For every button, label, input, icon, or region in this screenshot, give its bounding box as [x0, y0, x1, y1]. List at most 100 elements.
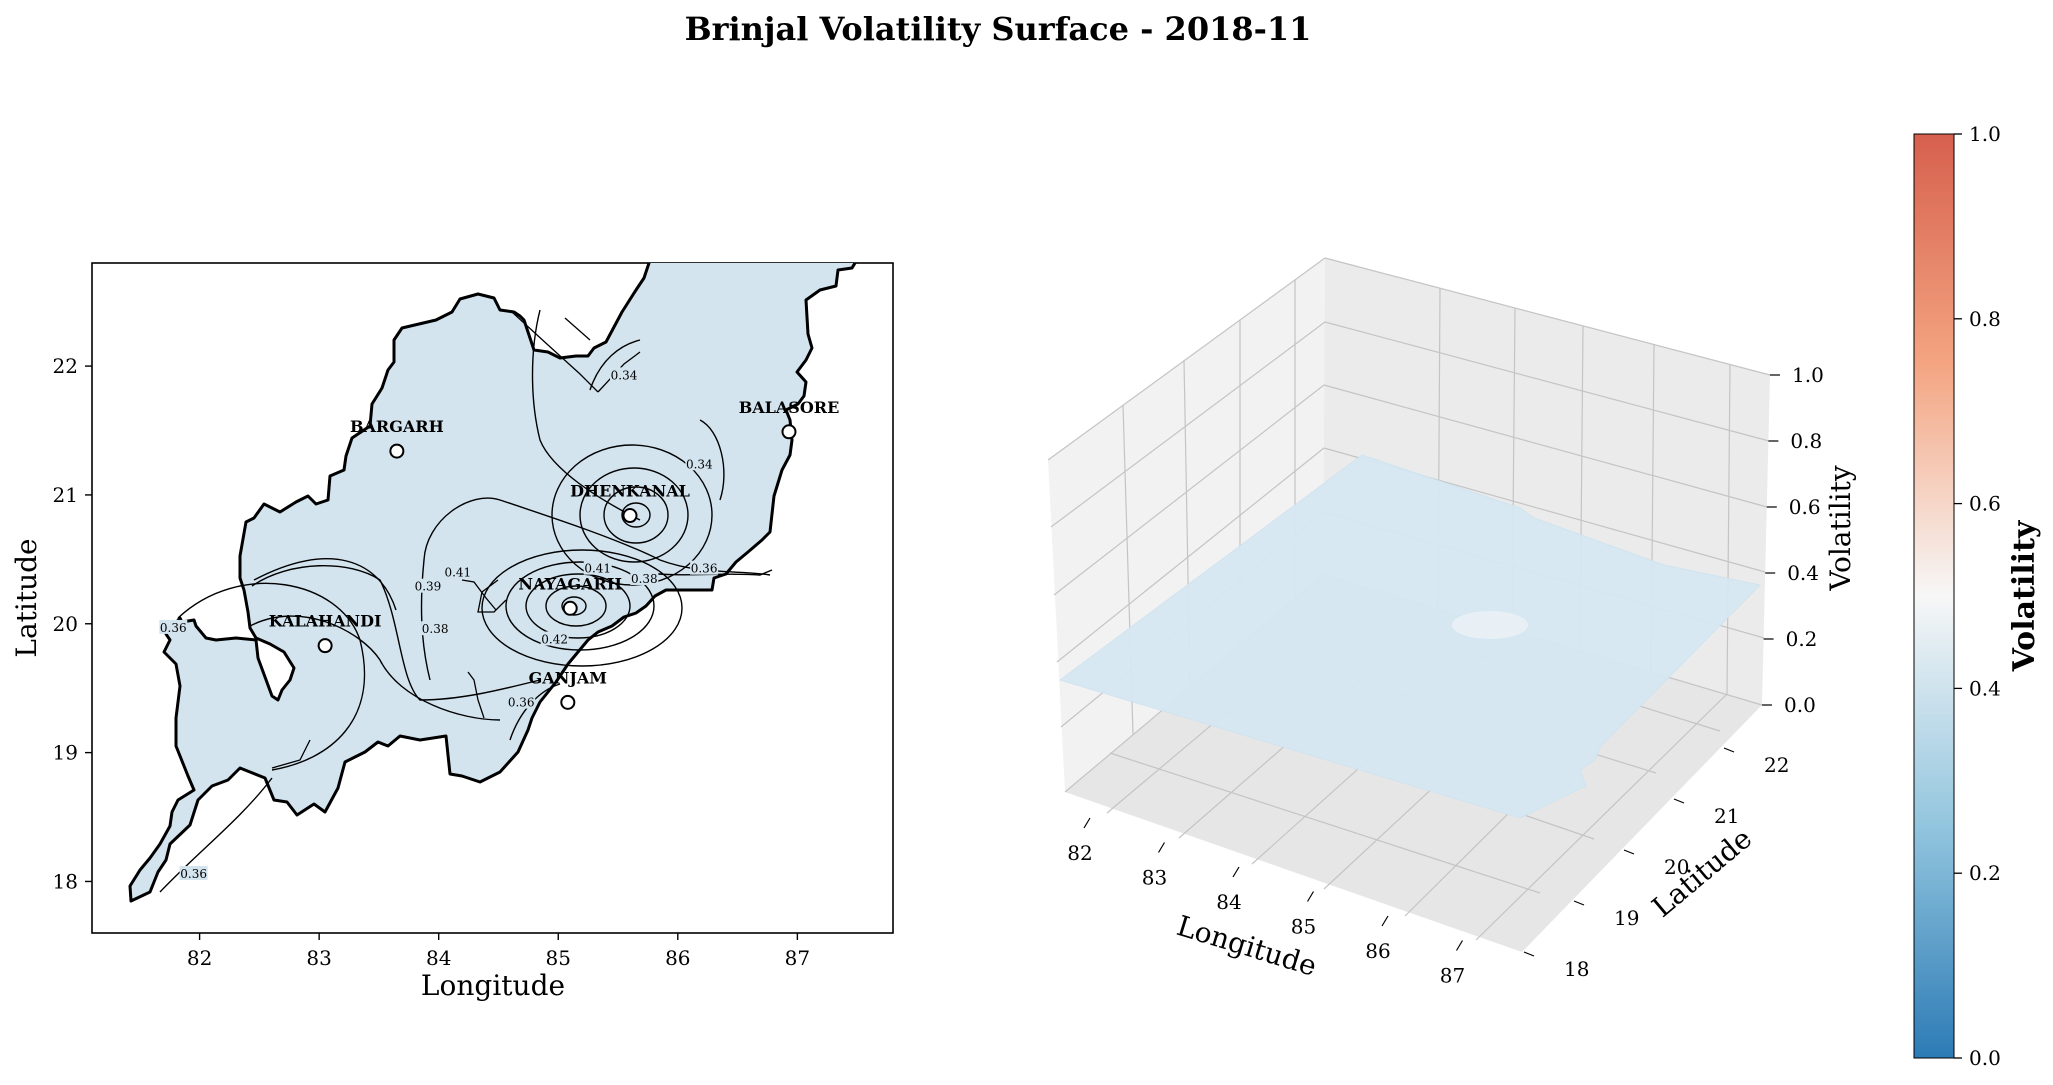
district-markers: BARGARH BALASORE DHENKANAL NAYAGARH KALAHAND…: [269, 398, 840, 710]
colorbar-label: Volatility: [2007, 519, 2042, 672]
volatility-surface: [1058, 454, 1762, 819]
map-x-ticks: 82 83 84 85 86 87: [187, 933, 810, 970]
contour-label: 0.34: [611, 368, 638, 382]
district-name: KALAHANDI: [269, 612, 382, 631]
surface-y-tick: [1723, 747, 1735, 753]
surface-z-tick-label: 0.6: [1789, 495, 1821, 519]
surface-y-tick-label: 20: [1664, 855, 1689, 879]
surface-y-axis-label: Latitude: [1646, 822, 1759, 924]
colorbar: 0.0 0.2 0.4 0.6 0.8 1.0 Volatility: [1913, 122, 2042, 1070]
contour-lines: [159, 309, 773, 893]
contour-label: 0.36: [691, 562, 718, 576]
contour-label: 0.39: [415, 580, 442, 594]
district-marker: [622, 508, 638, 524]
contour-label-bg: [179, 866, 208, 881]
surface-x-tick: [1232, 866, 1240, 878]
surface-x-tick-label: 82: [1067, 841, 1092, 865]
contour-label-bg: [685, 456, 714, 471]
contour-label-bg: [413, 578, 442, 593]
contour-label: 0.38: [631, 572, 658, 586]
colorbar-ticks: 0.0 0.2 0.4 0.6 0.8 1.0: [1954, 122, 2001, 1070]
contour-label-bg: [690, 560, 719, 575]
map-x-tick-label: 83: [306, 946, 331, 970]
surface-x-tick: [1455, 940, 1464, 951]
surface-z-tick-label: 0.0: [1784, 693, 1816, 717]
map-x-tick-label: 86: [665, 946, 690, 970]
map-x-tick-label: 85: [546, 946, 571, 970]
contour-labels: 0.340.340.360.380.410.420.410.390.380.36…: [159, 367, 719, 881]
surface-y-tick-label: 19: [1614, 906, 1639, 930]
figure-title: Brinjal Volatility Surface - 2018-11: [685, 10, 1312, 48]
map-y-tick-label: 20: [53, 612, 78, 636]
surface-x-tick-label: 86: [1365, 939, 1390, 963]
surface-3d-panel: 82 83 84 85 86 87 18 19 20 21 22 0.0 0.2 0.4 0.6 0.8 1…: [1047, 257, 1857, 988]
map-y-tick-label: 21: [53, 483, 78, 507]
district-name: BALASORE: [739, 398, 840, 417]
district-marker: [317, 638, 333, 654]
contour-map-panel: 0.340.340.360.380.410.420.410.390.380.36…: [10, 262, 894, 1002]
surface-z-tick-label: 0.2: [1786, 627, 1818, 651]
contour-label-bg: [159, 619, 188, 634]
surface-x-tick-label: 84: [1216, 890, 1241, 914]
contour-label-bg: [610, 367, 639, 382]
district-marker: [781, 424, 797, 440]
contour-label-bg: [443, 564, 472, 579]
contour-label-bg: [421, 621, 450, 636]
contour-label-bg: [507, 694, 536, 709]
colorbar-tick-label: 0.6: [1969, 492, 2001, 516]
surface-z-tick-label: 1.0: [1792, 363, 1824, 387]
contour-label: 0.42: [541, 633, 568, 647]
map-y-ticks: 18 19 20 21 22: [53, 354, 92, 893]
contour-label: 0.41: [584, 562, 611, 576]
surface-y-tick-label: 22: [1764, 753, 1789, 777]
surface-y-tick: [1573, 900, 1585, 906]
surface-y-tick-label: 18: [1564, 957, 1589, 981]
surface-bump: [1452, 611, 1528, 639]
contour-label: 0.34: [686, 457, 713, 471]
surface-y-tick: [1523, 951, 1535, 957]
contour-label-bg: [583, 560, 612, 575]
map-y-tick-label: 22: [53, 354, 78, 378]
map-x-tick-label: 82: [187, 946, 212, 970]
colorbar-gradient: [1913, 133, 1955, 1059]
map-x-axis-label: Longitude: [421, 969, 565, 1002]
colorbar-tick-label: 0.0: [1969, 1046, 2001, 1070]
surface-y-tick: [1623, 849, 1635, 855]
colorbar-tick-label: 0.8: [1969, 307, 2001, 331]
surface-x-tick: [1306, 891, 1315, 902]
district-name: BARGARH: [350, 417, 444, 436]
surface-x-tick: [1381, 915, 1389, 927]
district-name: DHENKANAL: [570, 482, 690, 501]
contour-label-bg: [540, 631, 569, 646]
surface-y-ticks: 18 19 20 21 22: [1523, 747, 1789, 981]
surface-x-tick: [1157, 842, 1166, 853]
map-x-tick-label: 87: [785, 946, 810, 970]
colorbar-tick-label: 1.0: [1969, 122, 2001, 146]
contour-label: 0.36: [180, 867, 207, 881]
surface-x-tick-label: 83: [1142, 866, 1167, 890]
district-name: NAYAGARH: [518, 574, 622, 593]
contour-label: 0.38: [422, 622, 449, 636]
surface-z-axis-label: Volatility: [1824, 465, 1857, 592]
colorbar-tick-label: 0.4: [1969, 676, 2001, 700]
contour-label: 0.36: [508, 696, 535, 710]
district-marker: [560, 694, 576, 710]
district-marker: [389, 443, 405, 459]
surface-y-tick-label: 21: [1714, 804, 1739, 828]
surface-y-tick: [1673, 798, 1685, 804]
contour-label: 0.41: [444, 566, 471, 580]
map-x-tick-label: 84: [426, 946, 451, 970]
surface-z-ticks: 0.0 0.2 0.4 0.6 0.8 1.0: [1762, 363, 1824, 717]
surface-x-tick-label: 85: [1291, 915, 1316, 939]
surface-x-tick-label: 87: [1440, 964, 1465, 988]
surface-z-tick-label: 0.8: [1790, 429, 1822, 453]
map-y-tick-label: 18: [53, 869, 78, 893]
map-y-tick-label: 19: [53, 741, 78, 765]
map-y-axis-label: Latitude: [10, 538, 43, 657]
colorbar-tick-label: 0.2: [1969, 861, 2001, 885]
surface-z-tick-label: 0.4: [1787, 561, 1819, 585]
surface-x-tick: [1083, 817, 1091, 829]
surface-x-ticks: 82 83 84 85 86 87: [1067, 817, 1465, 988]
district-marker: [562, 600, 578, 616]
